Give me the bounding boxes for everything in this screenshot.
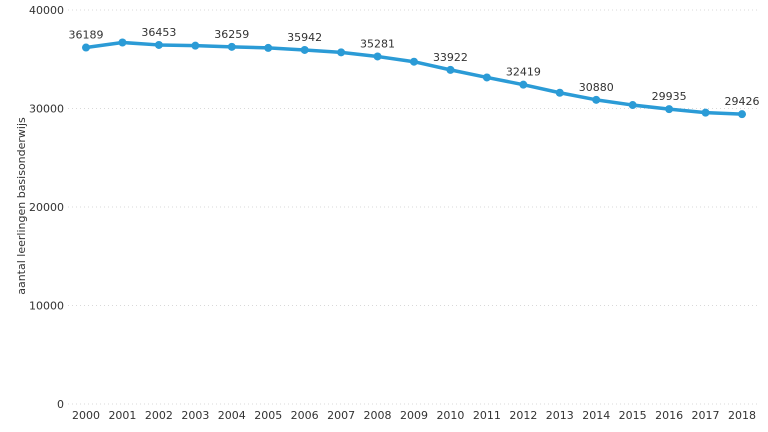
data-point xyxy=(337,48,346,57)
data-labels: 36189 36453 36259 35942 35281 33922 32419 30880… xyxy=(69,26,760,108)
x-tick-label: 2012 xyxy=(509,409,537,422)
series-line xyxy=(84,40,744,116)
x-tick-label: 2014 xyxy=(582,409,610,422)
data-point xyxy=(264,43,273,52)
x-tick-label: 2000 xyxy=(72,409,100,422)
data-point xyxy=(738,110,746,119)
data-point xyxy=(227,42,236,51)
x-tick-label: 2003 xyxy=(181,409,209,422)
data-point xyxy=(555,88,564,97)
data-label: 33922 xyxy=(433,51,468,64)
x-tick-label: 2018 xyxy=(728,409,756,422)
data-point xyxy=(82,43,90,52)
data-point xyxy=(592,95,601,104)
data-point xyxy=(701,108,710,117)
data-point xyxy=(628,101,637,110)
data-point xyxy=(118,38,127,47)
data-label: 35281 xyxy=(360,37,395,50)
x-tick-label: 2015 xyxy=(619,409,647,422)
y-tick-label: 10000 xyxy=(29,300,64,313)
series-group xyxy=(82,38,746,119)
data-point xyxy=(154,40,163,49)
x-tick-label: 2013 xyxy=(546,409,574,422)
y-axis-title: aantal leerlingen basisonderwijs xyxy=(15,117,28,295)
data-point xyxy=(373,52,382,61)
x-tick-label: 2006 xyxy=(291,409,319,422)
grid-lines xyxy=(68,9,758,405)
x-tick-label: 2010 xyxy=(436,409,464,422)
x-tick-label: 2004 xyxy=(218,409,246,422)
y-tick-label: 20000 xyxy=(29,201,64,214)
data-label: 32419 xyxy=(506,66,541,79)
y-axis: 0 10000 20000 30000 40000 xyxy=(29,4,64,411)
x-tick-label: 2008 xyxy=(364,409,392,422)
y-tick-label: 30000 xyxy=(29,103,64,116)
x-tick-label: 2011 xyxy=(473,409,501,422)
data-label: 29935 xyxy=(652,90,687,103)
data-label: 30880 xyxy=(579,81,614,94)
x-tick-label: 2017 xyxy=(692,409,720,422)
y-tick-label: 0 xyxy=(57,398,64,411)
data-label: 36189 xyxy=(69,29,104,42)
x-tick-label: 2005 xyxy=(254,409,282,422)
x-tick-label: 2002 xyxy=(145,409,173,422)
x-tick-label: 2001 xyxy=(108,409,136,422)
x-axis: 2000 2001 2002 2003 2004 2005 2006 2007 2008 2009… xyxy=(72,409,756,422)
y-tick-label: 40000 xyxy=(29,4,64,17)
data-point xyxy=(410,57,418,66)
data-label: 36259 xyxy=(214,28,249,41)
x-tick-label: 2007 xyxy=(327,409,355,422)
data-point xyxy=(446,65,455,74)
data-label: 29426 xyxy=(725,95,760,108)
data-point xyxy=(300,45,309,54)
data-point xyxy=(191,41,200,50)
x-tick-label: 2016 xyxy=(655,409,683,422)
data-point xyxy=(519,80,528,89)
data-point xyxy=(482,73,491,82)
data-point xyxy=(665,105,674,114)
data-label: 36453 xyxy=(141,26,176,39)
x-tick-label: 2009 xyxy=(400,409,428,422)
data-label: 35942 xyxy=(287,31,322,44)
